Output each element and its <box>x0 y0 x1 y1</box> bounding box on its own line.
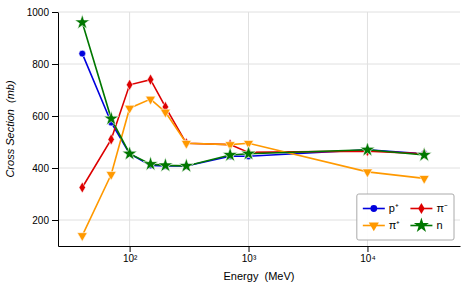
legend-entry: p⁺ <box>363 202 399 214</box>
series-point <box>79 50 86 57</box>
series-point <box>158 158 173 172</box>
x-axis-title: Energy (MeV) <box>224 270 295 282</box>
legend-box <box>357 194 454 240</box>
series-point <box>104 111 119 125</box>
y-axis-tick: 200 <box>32 215 58 226</box>
grid-line-x <box>129 12 130 246</box>
series-point <box>181 140 191 149</box>
y-axis-tick-label: 800 <box>32 59 49 70</box>
series-point <box>419 175 429 184</box>
grid <box>58 12 460 246</box>
y-axis: 200 400 600 800 1000 <box>27 7 59 247</box>
y-axis-tick-label: 600 <box>32 111 49 122</box>
series-point <box>360 142 375 156</box>
x-axis-tick: 10⁴ <box>360 246 375 264</box>
series-point <box>179 158 194 172</box>
y-axis-tick-mark <box>52 220 58 221</box>
x-axis: 10² 10³ 10⁴ <box>59 246 461 264</box>
y-axis-title: Cross Section (mb) <box>4 80 16 178</box>
series-line <box>82 22 424 166</box>
x-axis-tick-mark <box>130 246 131 252</box>
series-point <box>147 74 153 85</box>
y-axis-tick: 800 <box>32 59 58 70</box>
x-axis-tick: 10² <box>123 246 138 264</box>
series-point <box>241 146 256 160</box>
series-point <box>223 147 238 161</box>
x-axis-line <box>59 246 461 247</box>
grid-line-y <box>58 168 460 169</box>
x-axis-tick-label: 10⁴ <box>360 253 375 264</box>
series-point <box>79 182 85 193</box>
series-point <box>126 79 132 90</box>
legend: p⁺ π⁻ π⁺ n <box>357 194 454 240</box>
legend-label: p⁺ <box>389 202 399 214</box>
series-point <box>160 109 170 118</box>
legend-entry: π⁻ <box>410 202 448 214</box>
y-axis-tick-mark <box>52 116 58 117</box>
x-axis-tick-label: 10³ <box>242 253 257 264</box>
series-point <box>122 146 137 160</box>
y-axis-tick: 1000 <box>27 7 58 18</box>
series-point <box>125 105 135 114</box>
series-point <box>143 156 158 170</box>
legend-label: π⁻ <box>436 202 448 214</box>
legend-key-marker <box>369 223 379 232</box>
grid-line-y <box>58 64 460 65</box>
series-point <box>146 96 156 105</box>
series-point <box>77 233 87 242</box>
y-axis-tick: 400 <box>32 163 58 174</box>
y-axis-tick-label: 200 <box>32 215 49 226</box>
x-axis-tick: 10³ <box>242 246 257 264</box>
y-axis-line <box>58 13 59 247</box>
legend-key-marker <box>414 218 429 232</box>
series-point <box>417 147 432 161</box>
legend-key-marker <box>370 205 377 212</box>
legend-label: n <box>436 219 442 231</box>
legend-entry: π⁺ <box>363 219 401 231</box>
x-axis-tick-mark <box>367 246 368 252</box>
legend-key-marker <box>418 203 424 214</box>
series-line <box>82 54 424 166</box>
y-axis-tick-label: 400 <box>32 163 49 174</box>
series-point <box>75 15 90 29</box>
series-point <box>108 134 114 145</box>
x-axis-tick-mark <box>249 246 250 252</box>
grid-line-x <box>248 12 249 246</box>
y-axis-tick-mark <box>52 168 58 169</box>
y-axis-tick-mark <box>52 12 58 13</box>
chart: 10² 10³ 10⁴ 200 400 600 800 1000 Energy (MeV) Cro… <box>0 0 474 286</box>
x-axis-tick-label: 10² <box>123 253 138 264</box>
series-point <box>106 172 116 181</box>
grid-line-y <box>58 12 460 13</box>
legend-entry: n <box>410 218 442 232</box>
y-axis-tick-mark <box>52 64 58 65</box>
y-axis-tick-label: 1000 <box>27 7 50 18</box>
y-axis-tick: 600 <box>32 111 58 122</box>
series-line <box>82 80 424 188</box>
legend-label: π⁺ <box>389 219 401 231</box>
series-point <box>362 169 372 178</box>
